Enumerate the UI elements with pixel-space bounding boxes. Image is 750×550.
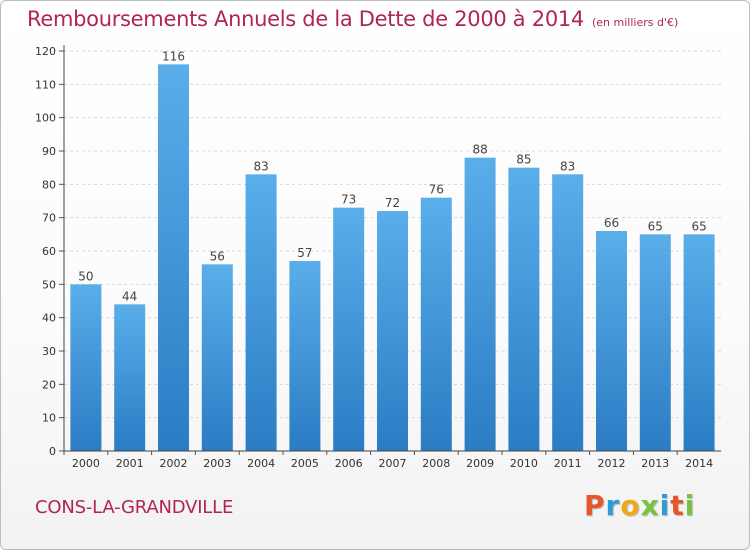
logo-letter: i bbox=[684, 489, 696, 522]
bar-2004 bbox=[245, 174, 277, 452]
x-axis-ticks: 2000 2001 2002 2003 2004 2005 2006 2007 2008 2009… bbox=[63, 451, 713, 470]
y-tick-label: 20 bbox=[42, 378, 56, 391]
axes bbox=[63, 45, 721, 452]
value-label-2003: 56 bbox=[210, 249, 225, 263]
value-labels: 50 44 116 56 83 57 73 72 76 88 85 83 66 65 65 bbox=[78, 49, 706, 303]
value-label-2007: 72 bbox=[385, 196, 400, 210]
bar-2010 bbox=[508, 167, 540, 451]
x-tick-label-2010: 2010 bbox=[510, 457, 538, 470]
y-axis-ticks: 0 10 20 30 40 50 60 70 80 90 100 110 120 bbox=[35, 45, 64, 458]
x-tick-label-2014: 2014 bbox=[685, 457, 713, 470]
x-tick-label-2006: 2006 bbox=[335, 457, 363, 470]
value-label-2002: 116 bbox=[162, 49, 185, 63]
logo-letter: r bbox=[605, 489, 621, 522]
x-tick-label-2005: 2005 bbox=[291, 457, 319, 470]
x-tick-label-2008: 2008 bbox=[422, 457, 450, 470]
y-tick-label: 70 bbox=[42, 212, 56, 225]
value-label-2005: 57 bbox=[297, 246, 312, 260]
value-label-2009: 88 bbox=[472, 143, 487, 157]
logo-letter: P bbox=[584, 489, 606, 522]
y-tick-label: 50 bbox=[42, 278, 56, 291]
bar-2011 bbox=[552, 174, 584, 452]
y-tick-label: 0 bbox=[49, 445, 56, 458]
value-label-2012: 66 bbox=[604, 216, 619, 230]
bar-2014 bbox=[683, 234, 715, 451]
bar-2012 bbox=[596, 231, 627, 451]
bar-2007 bbox=[377, 211, 408, 451]
y-tick-label: 90 bbox=[42, 145, 56, 158]
y-tick-label: 120 bbox=[35, 45, 56, 58]
proxiti-logo[interactable]: Proxiti bbox=[584, 489, 695, 522]
logo-letter: i bbox=[659, 489, 671, 522]
value-label-2001: 44 bbox=[122, 289, 137, 303]
y-tick-label: 10 bbox=[42, 412, 56, 425]
value-label-2008: 76 bbox=[429, 183, 444, 197]
y-tick-label: 100 bbox=[35, 112, 56, 125]
city-name: CONS-LA-GRANDVILLE bbox=[35, 497, 234, 518]
logo-letter: o bbox=[620, 489, 641, 522]
x-tick-label-2011: 2011 bbox=[554, 457, 582, 470]
x-tick-label-2004: 2004 bbox=[247, 457, 275, 470]
bar-2005 bbox=[289, 261, 321, 451]
value-label-2006: 73 bbox=[341, 193, 356, 207]
bar-2008 bbox=[420, 197, 452, 451]
value-label-2010: 85 bbox=[516, 153, 531, 167]
bar-2000 bbox=[70, 284, 102, 451]
y-tick-label: 40 bbox=[42, 312, 56, 325]
bar-2002 bbox=[158, 64, 189, 452]
x-tick-label-2012: 2012 bbox=[598, 457, 626, 470]
y-tick-label: 30 bbox=[42, 345, 56, 358]
y-tick-label: 110 bbox=[35, 78, 56, 91]
x-tick-label-2002: 2002 bbox=[160, 457, 188, 470]
x-tick-label-2000: 2000 bbox=[72, 457, 100, 470]
x-tick-label-2013: 2013 bbox=[641, 457, 669, 470]
title-text: Remboursements Annuels de la Dette de 20… bbox=[27, 7, 584, 31]
x-tick-label-2003: 2003 bbox=[203, 457, 231, 470]
x-tick-label-2007: 2007 bbox=[379, 457, 407, 470]
y-tick-label: 80 bbox=[42, 178, 56, 191]
bars bbox=[70, 64, 715, 452]
y-tick-label: 60 bbox=[42, 245, 56, 258]
bar-2001 bbox=[114, 304, 146, 451]
x-tick-label-2001: 2001 bbox=[116, 457, 144, 470]
logo-letter: x bbox=[640, 489, 660, 522]
unit-label: (en milliers d'€) bbox=[592, 16, 679, 29]
value-label-2000: 50 bbox=[78, 269, 93, 283]
value-label-2014: 65 bbox=[691, 219, 706, 233]
chart-title: Remboursements Annuels de la Dette de 20… bbox=[27, 7, 678, 31]
value-label-2004: 83 bbox=[253, 159, 268, 173]
bar-2013 bbox=[639, 234, 671, 451]
logo-letter: t bbox=[670, 489, 685, 522]
value-label-2013: 65 bbox=[648, 219, 663, 233]
x-tick-label-2009: 2009 bbox=[466, 457, 494, 470]
bar-2009 bbox=[464, 157, 496, 451]
value-label-2011: 83 bbox=[560, 159, 575, 173]
bar-2006 bbox=[333, 207, 365, 451]
bar-2003 bbox=[201, 264, 233, 451]
